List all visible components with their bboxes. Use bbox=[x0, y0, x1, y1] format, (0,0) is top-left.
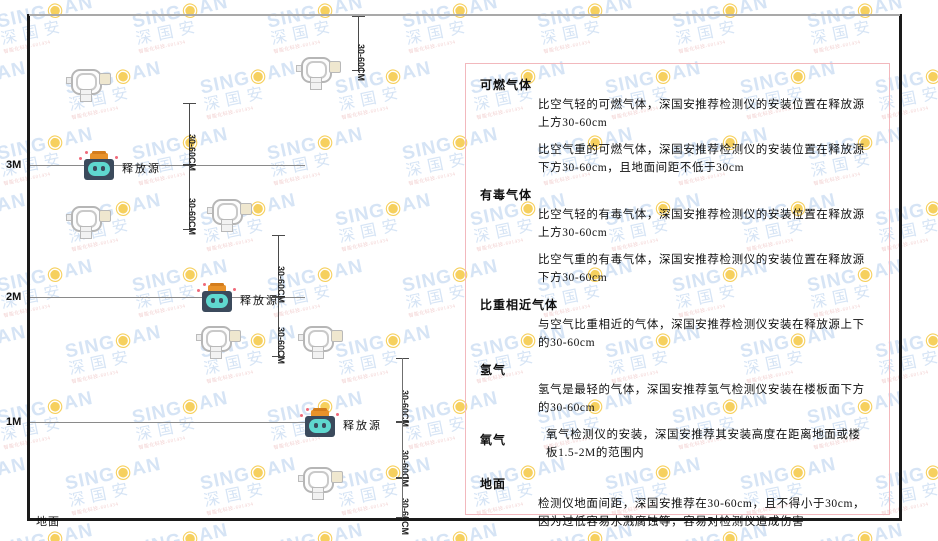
panel-section-title: 比重相近气体 bbox=[480, 298, 559, 312]
guide-line-2m bbox=[30, 297, 305, 298]
panel-section: 比重相近气体与空气比重相近的气体，深国安推荐检测仪安装在释放源上下的30-60c… bbox=[480, 296, 875, 352]
ground-label: 地面 bbox=[36, 516, 60, 528]
axis-label-2m: 2M bbox=[6, 291, 22, 303]
panel-paragraph: 氢气是最轻的气体，深国安推荐氢气检测仪安装在楼板面下方的30-60cm bbox=[538, 384, 865, 414]
panel-section: 氢气氢气是最轻的气体，深国安推荐氢气检测仪安装在楼板面下方的30-60cm bbox=[480, 361, 875, 417]
dimension-bottom-1: 30-60CM bbox=[396, 358, 418, 427]
panel-paragraph: 与空气比重相近的气体，深国安推荐检测仪安装在释放源上下的30-60cm bbox=[538, 319, 865, 349]
panel-section-body: 氢气是最轻的气体，深国安推荐氢气检测仪安装在楼板面下方的30-60cm bbox=[538, 381, 875, 417]
panel-paragraph: 检测仪地面间距，深国安推荐在30-60cm，且不得小于30cm，因为过低容易水溅… bbox=[538, 498, 866, 528]
dimension-top-right: 30-60CM bbox=[352, 16, 374, 81]
panel-paragraph: 比空气轻的有毒气体，深国安推荐检测仪的安装位置在释放源上方30-60cm bbox=[538, 209, 865, 239]
ceiling-line bbox=[29, 14, 900, 16]
dimension-bottom-2: 30-60CM bbox=[396, 422, 418, 487]
axis-label-3m: 3M bbox=[6, 159, 22, 171]
gas-detector-icon bbox=[297, 466, 343, 500]
panel-section-title: 氧气 bbox=[480, 433, 507, 447]
gas-detector-icon bbox=[206, 198, 252, 232]
dimension-center-upper: 30-60CM bbox=[272, 235, 294, 303]
gas-detector-icon bbox=[195, 325, 241, 359]
gas-detector-icon bbox=[295, 56, 341, 90]
panel-paragraph: 氧气检测仪的安装，深国安推荐其安装高度在距离地面或楼板1.5-2M的范围内 bbox=[546, 429, 861, 459]
guide-line-1m bbox=[30, 422, 305, 423]
panel-section-title: 有毒气体 bbox=[480, 188, 533, 202]
panel-section: 可燃气体 比空气轻的可燃气体，深国安推荐检测仪的安装位置在释放源上方30-60cm… bbox=[480, 76, 875, 177]
vertical-axis bbox=[27, 14, 30, 521]
gas-detector-icon bbox=[65, 205, 111, 239]
dimension-mid-upper: 30-60CM bbox=[183, 103, 205, 171]
panel-section: 氧气 氧气检测仪的安装，深国安推荐其安装高度在距离地面或楼板1.5-2M的范围内 bbox=[480, 426, 875, 471]
axis-label-1m: 1M bbox=[6, 416, 22, 428]
dimension-mid-lower: 30-60CM bbox=[183, 165, 205, 235]
dimension-text: 30-60CM bbox=[276, 327, 286, 365]
panel-section-body: 检测仪地面间距，深国安推荐在30-60cm，且不得小于30cm，因为过低容易水溅… bbox=[538, 495, 875, 531]
ground-line bbox=[27, 518, 902, 521]
release-source-icon bbox=[79, 151, 118, 181]
dimension-center-lower: 30-60CM bbox=[272, 297, 294, 364]
panel-section-title: 可燃气体 bbox=[480, 78, 533, 92]
gas-detector-icon bbox=[65, 68, 111, 102]
panel-paragraph: 比空气重的可燃气体，深国安推荐检测仪的安装位置在释放源下方30-60cm，且地面… bbox=[538, 144, 865, 174]
release-source-label: 释放源 bbox=[240, 295, 279, 307]
release-source-icon bbox=[197, 283, 236, 313]
panel-section: 有毒气体 比空气轻的有毒气体，深国安推荐检测仪的安装位置在释放源上方30-60cm… bbox=[480, 186, 875, 287]
panel-section-title: 地面 bbox=[480, 477, 507, 491]
panel-section-body: 与空气比重相近的气体，深国安推荐检测仪安装在释放源上下的30-60cm bbox=[538, 316, 875, 352]
gas-detector-icon bbox=[297, 325, 343, 359]
panel-paragraph: 比空气轻的可燃气体，深国安推荐检测仪的安装位置在释放源上方30-60cm bbox=[538, 99, 865, 129]
right-border bbox=[899, 14, 902, 521]
panel-paragraph: 比空气重的有毒气体，深国安推荐检测仪的安装位置在释放源下方30-60cm bbox=[538, 254, 865, 284]
release-source-label: 释放源 bbox=[122, 163, 161, 175]
panel-section-body: 氧气检测仪的安装，深国安推荐其安装高度在距离地面或楼板1.5-2M的范围内 bbox=[546, 426, 869, 471]
panel-section-body: 比空气轻的可燃气体，深国安推荐检测仪的安装位置在释放源上方30-60cm 比空气重… bbox=[538, 96, 875, 177]
dimension-text: 30-60CM bbox=[187, 197, 197, 235]
release-source-label: 释放源 bbox=[343, 420, 382, 432]
release-source-icon bbox=[300, 408, 339, 438]
panel-section: 地面检测仪地面间距，深国安推荐在30-60cm，且不得小于30cm，因为过低容易… bbox=[480, 475, 875, 531]
panel-section-body: 比空气轻的有毒气体，深国安推荐检测仪的安装位置在释放源上方30-60cm 比空气重… bbox=[538, 206, 875, 287]
info-panel: 可燃气体 比空气轻的可燃气体，深国安推荐检测仪的安装位置在释放源上方30-60cm… bbox=[465, 63, 890, 528]
dimension-extension-line bbox=[402, 358, 403, 518]
guide-line-3m bbox=[30, 165, 305, 166]
dimension-bottom-3: 30-60CM bbox=[396, 478, 418, 535]
panel-section-title: 氢气 bbox=[480, 363, 507, 377]
dimension-text: 30-60CM bbox=[356, 43, 366, 81]
